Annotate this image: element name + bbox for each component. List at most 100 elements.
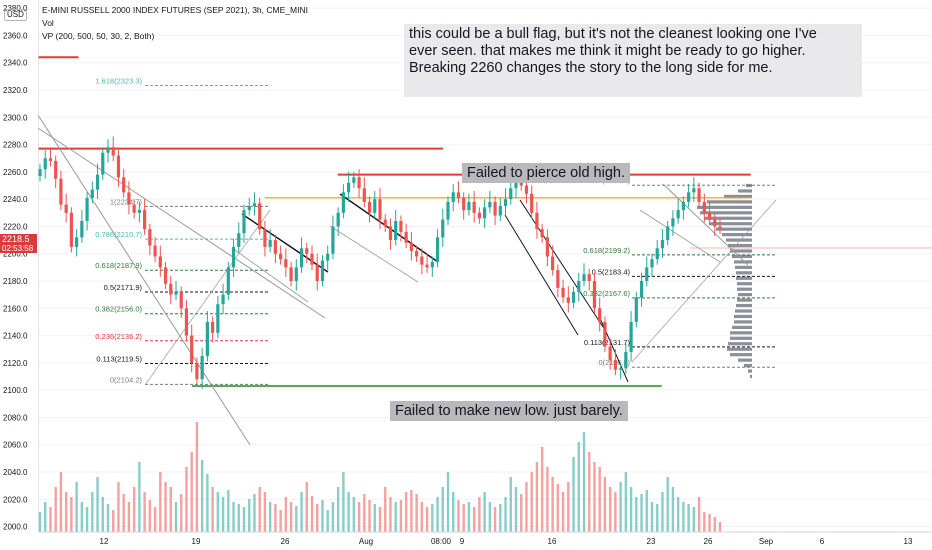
candle-body xyxy=(43,158,47,170)
candle-body xyxy=(132,204,136,213)
callout-failed-high[interactable]: Failed to pierce old high. xyxy=(462,163,630,183)
candle-body xyxy=(289,267,293,282)
price-axis[interactable]: 2380.0 2360.0 2340.0 2320.0 2300.0 2280.0 2260… xyxy=(3,0,39,532)
fib-diagonal-right xyxy=(631,199,777,363)
volume-indicator-label[interactable]: Vol xyxy=(42,18,54,28)
fib-level-label: 0.113(2119.5) xyxy=(96,355,142,364)
callout-failed-low[interactable]: Failed to make new low. just barely. xyxy=(390,401,628,421)
fib-level-label: 0.786(2210.7) xyxy=(95,230,142,239)
volume-bar xyxy=(378,507,382,532)
volume-profile-bar xyxy=(736,271,752,275)
price-tick-label: 2080.0 xyxy=(3,413,28,422)
current-price-value: 2218.5 xyxy=(2,234,30,244)
note-line-2: ever seen. that makes me think it might … xyxy=(409,43,806,59)
candle-body xyxy=(556,270,560,288)
volume-bar xyxy=(70,497,73,532)
candle-body xyxy=(305,248,309,254)
candle-body xyxy=(545,237,549,257)
volume-bar xyxy=(493,507,497,532)
symbol-title[interactable]: E-MINI RUSSELL 2000 INDEX FUTURES (SEP 2… xyxy=(42,5,308,15)
volume-bar xyxy=(268,502,272,532)
candle-body xyxy=(64,204,68,213)
price-axis-line xyxy=(38,0,39,532)
candles xyxy=(38,136,722,389)
volume-profile-bar xyxy=(730,353,752,357)
volume-bar xyxy=(472,507,476,532)
fib-level-label: 0.382(2167.6) xyxy=(583,289,630,298)
volume-profile-bar xyxy=(738,189,752,193)
volume-profile-bar xyxy=(704,216,752,220)
volume-profile-bar xyxy=(737,298,752,302)
candle-body xyxy=(435,237,440,262)
volume-bar xyxy=(237,504,240,532)
volume-bar xyxy=(661,492,664,532)
volume-bar xyxy=(159,472,162,532)
candle-body xyxy=(655,248,659,260)
volume-bar xyxy=(682,502,685,532)
candle-body xyxy=(582,274,586,282)
candle-body xyxy=(200,356,204,380)
volume-profile-bar xyxy=(732,325,752,329)
candle-body xyxy=(252,203,257,206)
candle-body xyxy=(158,256,162,268)
candle-body xyxy=(357,177,361,189)
volume-bar xyxy=(258,487,261,532)
volume-bar xyxy=(316,504,319,532)
volume-bar xyxy=(342,472,345,532)
volume-bar xyxy=(514,487,518,532)
time-tick-label: 13 xyxy=(904,537,913,546)
bull-flag-bottom xyxy=(639,209,721,263)
time-axis[interactable]: 12 19 26 Aug 08:00 9 16 23 26 Sep 6 13 xyxy=(38,531,932,546)
volume-bar xyxy=(441,487,444,532)
fib-diagonal-left xyxy=(144,209,271,386)
volume-bar xyxy=(190,452,193,532)
volume-bar xyxy=(640,494,643,532)
time-tick-label: 19 xyxy=(192,537,201,546)
volume-bar xyxy=(431,504,434,532)
candle-body xyxy=(707,212,712,220)
volume-profile-bar xyxy=(730,336,752,340)
candle-body xyxy=(472,201,476,213)
volume-bar xyxy=(44,502,47,532)
candle-body xyxy=(446,201,450,220)
candle-body xyxy=(462,197,466,211)
volume-bar xyxy=(153,507,157,532)
volume-bar xyxy=(598,467,601,532)
volume-bar xyxy=(624,472,628,532)
volume-bar xyxy=(525,482,528,532)
volume-bar xyxy=(546,467,549,532)
candle-body xyxy=(326,253,330,261)
volume-bar xyxy=(718,522,722,532)
candle-body xyxy=(561,287,565,298)
volume-bar xyxy=(242,507,246,532)
candle-body xyxy=(415,250,419,257)
volume-bar xyxy=(101,497,104,532)
volume-bar xyxy=(263,492,267,532)
candle-body xyxy=(226,267,230,295)
price-tick-label: 2220.0 xyxy=(3,222,28,231)
candle-body xyxy=(420,256,424,265)
volume-profile-bar xyxy=(735,265,752,269)
volume-bar xyxy=(227,490,230,532)
analysis-note[interactable]: this could be a bull flag, but it's not … xyxy=(404,24,862,97)
candle-body xyxy=(69,212,73,247)
volume-profile-bar xyxy=(737,282,752,286)
candle-body xyxy=(54,160,58,179)
volume-bar xyxy=(713,517,716,532)
time-tick-label: 12 xyxy=(100,537,109,546)
volume-bar xyxy=(420,502,424,532)
volume-bar xyxy=(85,507,89,532)
candle-body xyxy=(456,192,461,198)
trend-line-down xyxy=(37,114,251,446)
volume-profile-label[interactable]: VP (200, 500, 50, 30, 2, Both) xyxy=(42,31,155,41)
volume-bar xyxy=(127,502,131,532)
candle-body xyxy=(519,182,523,186)
candle-body xyxy=(692,188,696,193)
price-tick-label: 2100.0 xyxy=(3,386,28,395)
bar-countdown: 02:53:58 xyxy=(2,244,34,253)
volume-bar xyxy=(132,487,136,532)
candle-body xyxy=(650,259,654,268)
candle-body xyxy=(441,219,445,238)
candle-body xyxy=(425,264,429,268)
